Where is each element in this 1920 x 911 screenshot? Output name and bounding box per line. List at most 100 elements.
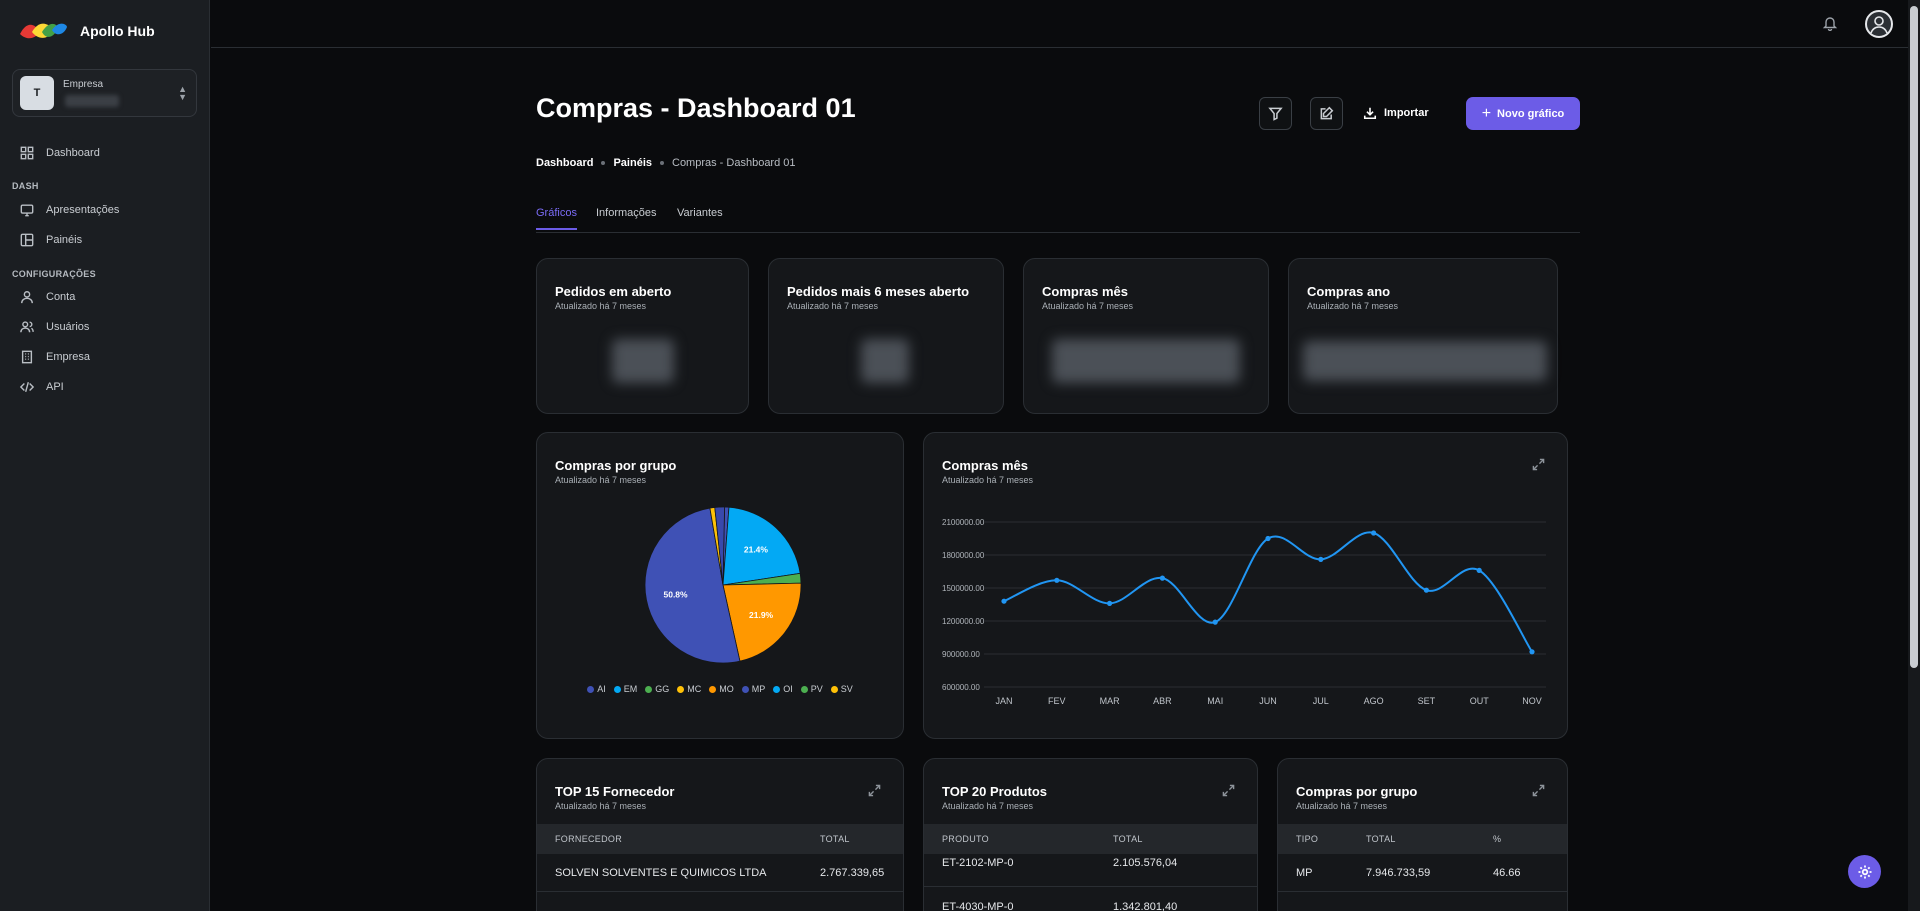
sidebar-item-conta[interactable]: Conta xyxy=(20,287,75,307)
app-logo[interactable]: Apollo Hub xyxy=(18,20,155,42)
download-icon xyxy=(1363,107,1377,120)
users-icon xyxy=(20,321,34,333)
expand-icon[interactable] xyxy=(1222,784,1235,797)
expand-icon[interactable] xyxy=(868,784,881,797)
legend-item-sv[interactable]: SV xyxy=(830,684,853,694)
legend-label: MC xyxy=(687,684,702,694)
page-title: Compras - Dashboard 01 xyxy=(536,93,856,123)
table-title: TOP 20 Produtos xyxy=(942,784,1047,799)
sidebar-item-label: Apresentações xyxy=(46,204,120,216)
sidebar-item-apresentacoes[interactable]: Apresentações xyxy=(20,200,119,220)
sidebar-item-empresa[interactable]: Empresa xyxy=(20,347,90,367)
bell-icon[interactable] xyxy=(1822,15,1838,31)
table-cell: 46.66 xyxy=(1493,866,1521,879)
chevron-up-down-icon: ▲ ▼ xyxy=(178,84,187,102)
data-point-abr[interactable] xyxy=(1159,575,1165,581)
sidebar-item-label: Conta xyxy=(46,291,76,303)
x-tick-label: JAN xyxy=(995,696,1012,706)
filter-button[interactable] xyxy=(1259,97,1292,130)
breadcrumb-dashboard[interactable]: Dashboard xyxy=(536,157,594,169)
table-row[interactable]: MP 7.946.733,59 46.66 xyxy=(1278,854,1567,892)
user-avatar[interactable] xyxy=(1865,10,1893,38)
x-tick-label: NOV xyxy=(1522,696,1542,706)
table-row[interactable]: ET-4030-MP-0 1.342.801,40 xyxy=(924,887,1257,911)
table-title: Compras por grupo xyxy=(1296,784,1418,799)
legend-swatch xyxy=(741,685,749,693)
data-point-fev[interactable] xyxy=(1054,577,1060,583)
data-point-nov[interactable] xyxy=(1529,649,1535,655)
data-point-jan[interactable] xyxy=(1001,598,1007,604)
scrollbar-thumb[interactable] xyxy=(1910,6,1918,668)
legend-item-mc[interactable]: MC xyxy=(677,684,701,694)
pie-slice-em[interactable] xyxy=(722,506,801,586)
kpi-card-pedidos-aberto: Pedidos em aberto Atualizado há 7 meses xyxy=(536,258,749,414)
table-card-top-produtos: TOP 20 Produtos Atualizado há 7 meses PR… xyxy=(923,758,1258,911)
legend-label: SV xyxy=(840,684,853,694)
user-icon xyxy=(21,291,33,304)
organization-switcher[interactable]: T Empresa ▲ ▼ xyxy=(12,69,197,117)
legend-item-ai[interactable]: AI xyxy=(587,684,606,694)
sidebar-section-configuracoes: CONFIGURAÇÕES xyxy=(12,269,96,279)
pie-chart: 21.4% 21.9% 50.8% xyxy=(644,506,802,664)
expand-icon[interactable] xyxy=(1532,458,1545,471)
legend-label: EM xyxy=(623,684,638,694)
sidebar-item-dashboard[interactable]: Dashboard xyxy=(20,143,100,163)
legend-label: OI xyxy=(783,684,793,694)
kpi-title: Pedidos em aberto xyxy=(555,284,672,299)
pie-slice-mo[interactable] xyxy=(722,582,802,662)
data-point-out[interactable] xyxy=(1476,567,1482,573)
new-chart-button[interactable]: + Novo gráfico xyxy=(1466,97,1580,130)
monitor-icon xyxy=(20,204,34,217)
pie-slice-ai[interactable] xyxy=(714,506,725,586)
tab-graficos[interactable]: Gráficos xyxy=(536,207,577,230)
table-card-top-fornecedor: TOP 15 Fornecedor Atualizado há 7 meses … xyxy=(536,758,904,911)
data-point-set[interactable] xyxy=(1423,587,1429,593)
data-point-mar[interactable] xyxy=(1107,600,1113,606)
table-updated: Atualizado há 7 meses xyxy=(1296,801,1388,811)
edit-icon xyxy=(1320,106,1334,120)
legend-item-oi[interactable]: OI xyxy=(773,684,793,694)
kpi-card-compras-mes: Compras mês Atualizado há 7 meses xyxy=(1023,258,1269,414)
import-button[interactable]: Importar xyxy=(1363,98,1429,128)
table-row[interactable]: SOLVEN SOLVENTES E QUIMICOS LTDA 2.767.3… xyxy=(537,854,903,892)
kpi-value-redacted xyxy=(1052,339,1240,383)
legend-swatch xyxy=(677,685,685,693)
table-row[interactable]: ET-2102-MP-0 2.105.576,04 xyxy=(924,854,1257,887)
sidebar-item-usuarios[interactable]: Usuários xyxy=(20,317,89,337)
legend-item-mo[interactable]: MO xyxy=(709,684,734,694)
table-cell: ET-4030-MP-0 xyxy=(942,901,1014,911)
breadcrumb-paineis[interactable]: Painéis xyxy=(613,157,652,169)
new-chart-label: Novo gráfico xyxy=(1497,107,1565,120)
grid-icon xyxy=(20,146,34,160)
data-point-mai[interactable] xyxy=(1212,619,1218,625)
y-tick-label: 1200000.00 xyxy=(942,617,985,626)
expand-icon[interactable] xyxy=(1532,784,1545,797)
table-card-compras-grupo: Compras por grupo Atualizado há 7 meses … xyxy=(1277,758,1568,911)
data-point-ago[interactable] xyxy=(1371,530,1377,536)
table-cell: 7.946.733,59 xyxy=(1366,866,1431,879)
data-point-jun[interactable] xyxy=(1265,535,1271,542)
legend-swatch xyxy=(800,685,808,693)
tab-informacoes[interactable]: Informações xyxy=(596,207,657,219)
sidebar-item-label: Painéis xyxy=(46,234,83,246)
legend-item-pv[interactable]: PV xyxy=(800,684,823,694)
legend-item-em[interactable]: EM xyxy=(613,684,638,694)
settings-fab-button[interactable] xyxy=(1848,855,1881,888)
logo-icon xyxy=(20,23,67,39)
vertical-scrollbar[interactable] xyxy=(1908,0,1920,911)
pie-data-label: 21.9% xyxy=(749,610,774,620)
sidebar-item-api[interactable]: API xyxy=(20,377,64,397)
legend-item-gg[interactable]: GG xyxy=(645,684,669,694)
topbar xyxy=(211,0,1908,48)
edit-button[interactable] xyxy=(1310,97,1343,130)
sidebar-section-dash: DASH xyxy=(12,181,39,191)
sidebar-item-label: Usuários xyxy=(46,321,90,333)
tab-variantes[interactable]: Variantes xyxy=(677,207,723,219)
sidebar-item-paineis[interactable]: Painéis xyxy=(20,230,82,250)
data-point-jul[interactable] xyxy=(1318,556,1324,562)
table-cell: 2.105.576,04 xyxy=(1113,857,1178,869)
legend-item-mp[interactable]: MP xyxy=(741,684,765,694)
table-header: PRODUTO TOTAL xyxy=(924,824,1257,854)
import-label: Importar xyxy=(1384,107,1429,119)
